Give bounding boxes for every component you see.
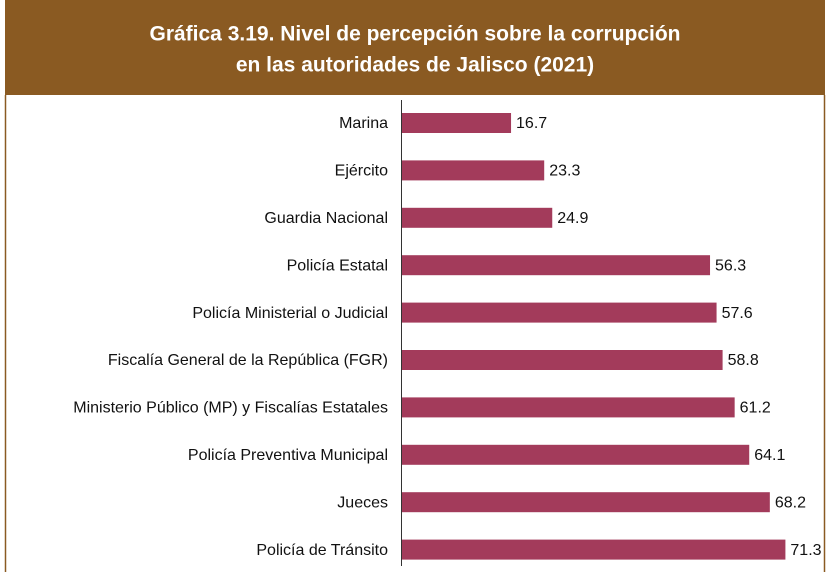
bar [402,444,750,465]
value-label: 64.1 [754,447,785,464]
value-label: 23.3 [549,163,580,180]
category-label: Guardia Nacional [264,210,388,227]
bar [402,492,770,513]
value-label: 57.6 [722,305,753,322]
bar [402,350,723,370]
header [5,0,825,95]
bar [402,113,512,133]
value-label: 16.7 [516,115,547,132]
category-label: Jueces [337,494,388,511]
category-label: Marina [339,115,388,132]
bar [402,302,717,323]
bar [402,397,735,418]
value-label: 71.3 [790,542,821,559]
bar [402,160,545,181]
value-label: 58.8 [728,352,759,369]
chart-title: en las autoridades de Jalisco (2021) [236,54,594,77]
category-label: Ministerio Público (MP) y Fiscalías Esta… [73,400,388,417]
value-label: 61.2 [740,400,771,417]
bar [402,255,711,276]
bar [402,539,786,560]
value-label: 56.3 [715,257,746,274]
chart-title: Gráfica 3.19. Nivel de percepción sobre … [149,23,680,46]
category-label: Fiscalía General de la República (FGR) [108,352,388,369]
category-label: Policía Estatal [287,257,388,274]
category-label: Policía de Tránsito [256,542,388,559]
category-label: Policía Preventiva Municipal [188,447,388,464]
category-label: Ejército [335,163,388,180]
value-label: 68.2 [775,494,806,511]
value-label: 24.9 [557,210,588,227]
bar [402,207,553,228]
category-label: Policía Ministerial o Judicial [192,305,388,322]
